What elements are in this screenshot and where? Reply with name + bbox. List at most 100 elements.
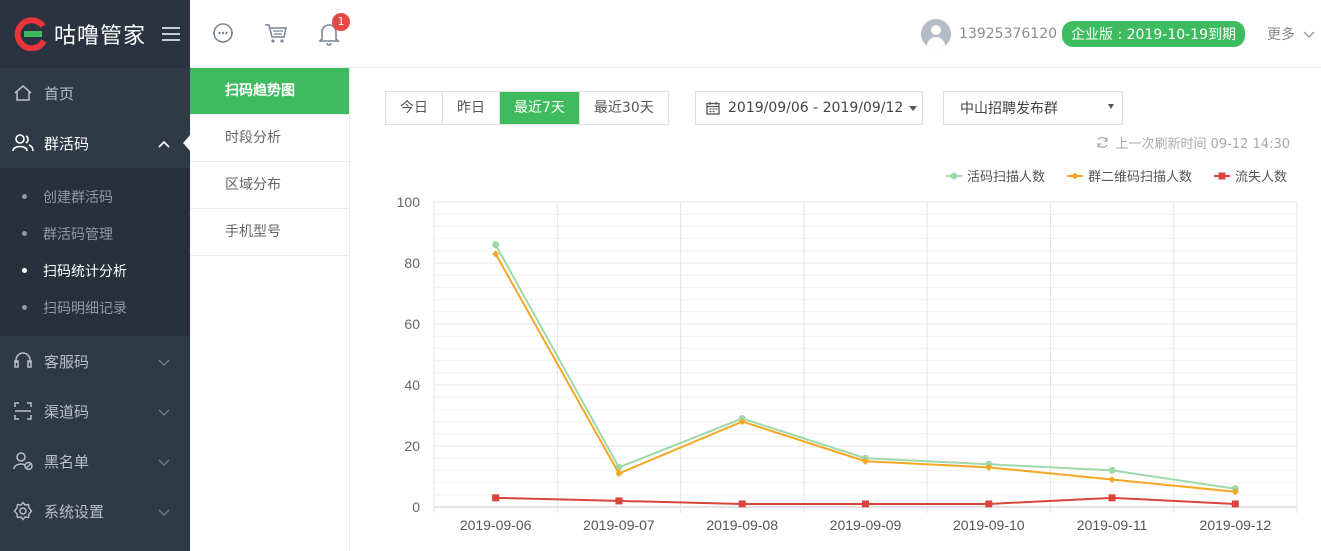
sidebar-item-label: 黑名单 bbox=[44, 452, 90, 471]
scan-icon bbox=[12, 400, 34, 422]
x-tick-label: 2019-09-07 bbox=[583, 517, 655, 533]
subnav-time-period[interactable]: 时段分析 bbox=[190, 115, 349, 162]
tab-today[interactable]: 今日 bbox=[386, 92, 443, 124]
caret-down-icon bbox=[909, 105, 918, 111]
sidebar-item-settings[interactable]: 系统设置 bbox=[0, 486, 190, 536]
subnav-trend[interactable]: 扫码趋势图 bbox=[190, 68, 349, 115]
app-logo[interactable] bbox=[14, 17, 48, 52]
submenu-item-scan-records[interactable]: 扫码明细记录 bbox=[0, 289, 190, 326]
group-select-value: 中山招聘发布群 bbox=[960, 101, 1058, 117]
select-arrow-icon bbox=[1108, 104, 1114, 109]
notification-badge: 1 bbox=[332, 13, 350, 31]
more-menu[interactable]: 更多 bbox=[1267, 24, 1315, 44]
chevron-down-icon bbox=[158, 402, 170, 420]
y-tick-label: 80 bbox=[404, 255, 420, 271]
gear-icon bbox=[12, 500, 34, 522]
legend-diamond-marker bbox=[1066, 172, 1083, 179]
bullet-icon bbox=[22, 305, 27, 310]
submenu-item-label: 扫码统计分析 bbox=[43, 263, 127, 280]
headset-icon bbox=[12, 350, 34, 372]
submenu-item-manage[interactable]: 群活码管理 bbox=[0, 215, 190, 252]
sidebar-item-label: 首页 bbox=[44, 84, 75, 103]
sidebar-item-label: 群活码 bbox=[44, 134, 90, 153]
sidebar-item-group-code[interactable]: 群活码 bbox=[0, 118, 191, 168]
submenu-item-scan-stats[interactable]: 扫码统计分析 bbox=[0, 252, 190, 289]
data-point bbox=[738, 418, 746, 426]
plan-badge: 企业版 : 2019-10-19到期 bbox=[1062, 21, 1245, 47]
avatar[interactable] bbox=[921, 19, 952, 49]
calendar-icon bbox=[706, 102, 720, 115]
x-tick-label: 2019-09-06 bbox=[460, 517, 532, 533]
sidebar-item-blacklist[interactable]: 黑名单 bbox=[0, 436, 190, 486]
user-block-icon bbox=[12, 450, 34, 472]
x-tick-label: 2019-09-10 bbox=[953, 517, 1025, 533]
home-icon bbox=[12, 82, 34, 104]
chart-legend: 活码扫描人数 群二维码扫描人数 流失人数 bbox=[924, 166, 1287, 185]
menu-toggle-icon[interactable] bbox=[162, 27, 181, 41]
subnav-region[interactable]: 区域分布 bbox=[190, 162, 349, 209]
data-point bbox=[862, 457, 869, 465]
sidebar-item-home[interactable]: 首页 bbox=[0, 68, 190, 118]
tab-yesterday[interactable]: 昨日 bbox=[443, 92, 500, 124]
user-area: 13925376120 企业版 : 2019-10-19到期 更多 bbox=[921, 0, 1321, 68]
legend-item-series-3[interactable]: 流失人数 bbox=[1213, 166, 1287, 185]
x-tick-label: 2019-09-12 bbox=[1200, 517, 1272, 533]
x-tick-label: 2019-09-08 bbox=[706, 517, 778, 533]
data-point bbox=[1231, 500, 1239, 508]
refresh-text: 上一次刷新时间 09-12 14:30 bbox=[1115, 137, 1290, 152]
more-label: 更多 bbox=[1267, 27, 1295, 43]
subnav-phone-model[interactable]: 手机型号 bbox=[190, 209, 349, 256]
legend-circle-marker bbox=[945, 172, 962, 179]
chevron-down-icon bbox=[158, 352, 170, 370]
group-select[interactable]: 中山招聘发布群 bbox=[943, 91, 1123, 125]
tab-last-30-days[interactable]: 最近30天 bbox=[593, 100, 654, 116]
legend-item-series-1[interactable]: 活码扫描人数 bbox=[945, 166, 1045, 185]
tab-last-7-days[interactable]: 最近7天 bbox=[500, 92, 580, 124]
bullet-icon bbox=[22, 231, 27, 236]
top-header: 1 13925376120 企业版 : 2019-10-19到期 更多 bbox=[190, 0, 1321, 68]
y-tick-label: 40 bbox=[404, 377, 420, 393]
submenu-item-label: 创建群活码 bbox=[43, 189, 113, 206]
data-point bbox=[1231, 488, 1239, 496]
data-point bbox=[1108, 494, 1116, 502]
submenu-item-label: 扫码明细记录 bbox=[43, 300, 127, 317]
chevron-down-icon bbox=[158, 452, 170, 470]
data-point bbox=[492, 494, 500, 502]
date-tabs: 今日 昨日 最近7天 最近30天 bbox=[385, 91, 669, 125]
date-range-value: 2019/09/06 - 2019/09/12 bbox=[728, 100, 904, 116]
bullet-icon bbox=[22, 194, 27, 199]
x-tick-label: 2019-09-09 bbox=[830, 517, 902, 533]
cart-icon[interactable] bbox=[263, 20, 289, 46]
chat-support-icon[interactable] bbox=[210, 20, 236, 46]
submenu-item-label: 群活码管理 bbox=[43, 226, 113, 243]
sidebar-item-service-code[interactable]: 客服码 bbox=[0, 336, 190, 386]
sidebar-item-channel-code[interactable]: 渠道码 bbox=[0, 386, 190, 436]
sidebar: 咕噜管家 首页 群活码 创建群活码 群活码管理 扫码统计分析 扫码明细记录 客服… bbox=[0, 0, 191, 551]
brand-bar: 咕噜管家 bbox=[0, 0, 190, 68]
data-point bbox=[985, 500, 993, 508]
sidebar-item-label: 客服码 bbox=[44, 352, 90, 371]
legend-label: 群二维码扫描人数 bbox=[1087, 170, 1192, 185]
legend-label: 流失人数 bbox=[1234, 170, 1287, 185]
notification-bell-icon[interactable]: 1 bbox=[316, 13, 350, 46]
data-point bbox=[985, 463, 993, 471]
y-tick-label: 100 bbox=[397, 194, 421, 210]
refresh-info[interactable]: 上一次刷新时间 09-12 14:30 bbox=[1096, 133, 1290, 152]
sidebar-item-label: 系统设置 bbox=[44, 502, 105, 521]
legend-item-series-2[interactable]: 群二维码扫描人数 bbox=[1066, 166, 1192, 185]
scan-trend-chart: 0 20 40 60 80 100 2019-09-06 2019-09-07 2019-09-… bbox=[397, 194, 1298, 533]
chevron-up-icon bbox=[158, 134, 170, 152]
users-icon bbox=[12, 132, 34, 154]
app-name: 咕噜管家 bbox=[54, 24, 147, 49]
analysis-subnav: 扫码趋势图 时段分析 区域分布 手机型号 bbox=[190, 68, 350, 551]
data-point bbox=[492, 250, 500, 258]
data-point bbox=[738, 500, 746, 508]
data-point bbox=[1108, 476, 1116, 484]
y-tick-label: 60 bbox=[404, 316, 420, 332]
bullet-icon bbox=[22, 268, 27, 273]
chevron-down-icon bbox=[1303, 31, 1315, 38]
data-point bbox=[615, 469, 623, 477]
submenu-item-create[interactable]: 创建群活码 bbox=[0, 178, 190, 215]
data-point bbox=[615, 497, 623, 505]
date-range-picker[interactable]: 2019/09/06 - 2019/09/12 bbox=[695, 91, 923, 125]
